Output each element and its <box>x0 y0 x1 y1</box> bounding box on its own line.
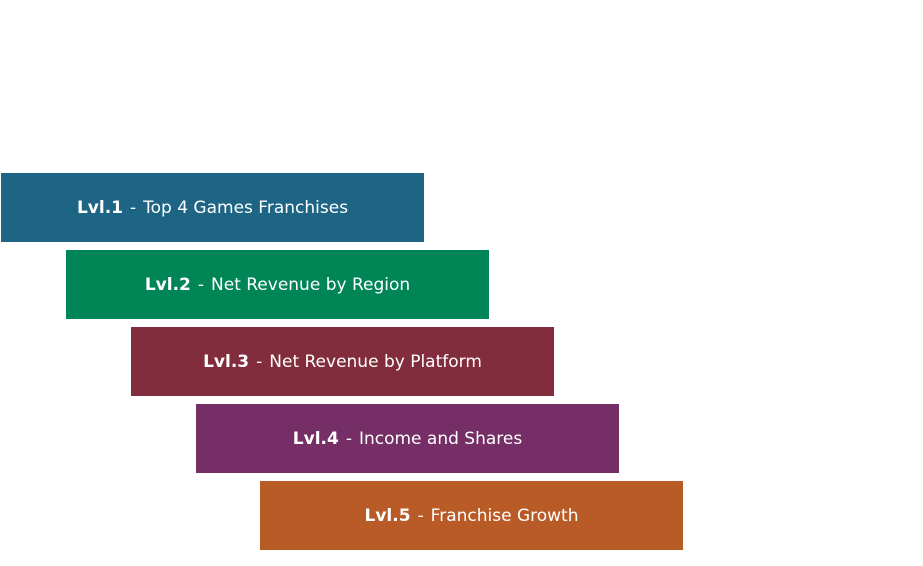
level-tag: Lvl.1 <box>76 197 123 218</box>
level-2-button[interactable]: Lvl.2 - Net Revenue by Region <box>66 250 489 319</box>
level-4-button[interactable]: Lvl.4 - Income and Shares <box>196 404 619 473</box>
level-5-button[interactable]: Lvl.5 - Franchise Growth <box>260 481 683 550</box>
level-title: Income and Shares <box>358 428 523 449</box>
level-tag: Lvl.4 <box>292 428 339 449</box>
level-3-button[interactable]: Lvl.3 - Net Revenue by Platform <box>131 327 554 396</box>
level-title: Top 4 Games Franchises <box>143 197 349 218</box>
level-tag: Lvl.5 <box>364 505 411 526</box>
level-separator: - <box>345 428 352 449</box>
level-1-button[interactable]: Lvl.1 - Top 4 Games Franchises <box>1 173 424 242</box>
level-separator: - <box>197 274 205 295</box>
level-separator: - <box>417 505 424 526</box>
level-title: Net Revenue by Platform <box>269 351 482 372</box>
level-tag: Lvl.2 <box>144 274 191 295</box>
level-title: Franchise Growth <box>430 505 579 526</box>
level-title: Net Revenue by Region <box>211 274 411 295</box>
level-separator: - <box>256 351 263 372</box>
level-tag: Lvl.3 <box>203 351 250 372</box>
level-separator: - <box>129 197 137 218</box>
